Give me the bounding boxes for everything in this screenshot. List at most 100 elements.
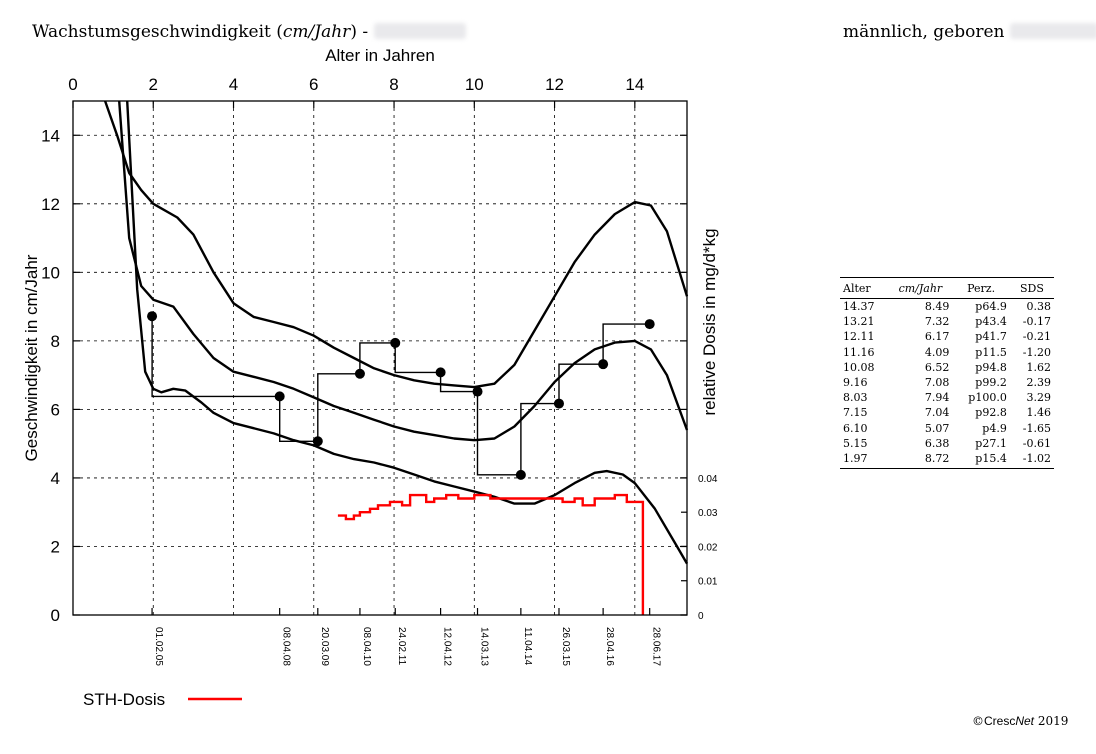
legend-label: STH-Dosis <box>83 690 165 709</box>
measured-point <box>598 359 609 370</box>
table-row: 11.16 4.09 p11.5 -1.20 <box>840 345 1054 360</box>
measured-point <box>472 386 483 397</box>
cell-perz: p11.5 <box>975 345 1007 359</box>
cell-cm-jahr: 8.72 <box>888 451 953 470</box>
cell-cm-jahr: 5.07 <box>924 421 950 435</box>
velocity-step <box>602 323 650 365</box>
cell-sds: 1.62 <box>1026 360 1052 374</box>
measured-point <box>354 368 365 379</box>
measured-point <box>644 319 655 330</box>
y-tick-label: 14 <box>41 126 60 145</box>
measured-point <box>553 398 564 409</box>
velocity-step <box>317 373 360 442</box>
y-tick-label: 6 <box>51 400 60 419</box>
chart-header-title: Wachstumsgeschwindigkeit (cm/Jahr) - <box>32 22 466 42</box>
measured-point <box>147 311 158 322</box>
measured-point <box>515 469 526 480</box>
x-axis-label: Alter in Jahren <box>325 46 435 65</box>
cell-perz: p100.0 <box>968 391 1007 405</box>
cell-alter: 6.10 <box>843 421 868 435</box>
cell-perz: p99.2 <box>975 376 1007 390</box>
y-tick-label: 12 <box>41 195 60 214</box>
redacted-birthdate <box>1009 23 1096 39</box>
velocity-step <box>151 316 280 398</box>
col-perz: Perz. <box>952 277 1010 299</box>
redacted-name <box>373 23 466 39</box>
x-tick-label: 14 <box>625 75 644 94</box>
cell-alter: 5.15 <box>843 436 868 450</box>
cell-cm-jahr: 4.09 <box>924 345 950 359</box>
cell-cm-jahr: 7.08 <box>924 376 950 390</box>
measurement-table: Alter cm/Jahr Perz. SDS 14.37 8.49 p64.9 0.… <box>840 277 1054 470</box>
table-row: 9.16 7.08 p99.2 2.39 <box>840 375 1054 390</box>
footer-copyright: ©CrescNet 2019 <box>972 714 1068 728</box>
velocity-step <box>439 372 478 393</box>
y-tick-label: 0 <box>51 606 60 625</box>
percentile-curve-2 <box>118 100 689 442</box>
date-tick-label: 01.02.05 <box>153 627 164 666</box>
table-row: 7.15 7.04 p92.8 1.46 <box>840 405 1054 420</box>
chart-header-patient: männlich, geboren <box>843 22 1096 42</box>
measured-points <box>147 311 655 480</box>
table-row: 13.21 7.32 p43.4 -0.17 <box>840 314 1054 329</box>
cell-alter: 11.16 <box>843 345 875 359</box>
y-axis-label: Geschwindigkeit in cm/Jahr <box>22 254 41 461</box>
x-tick-label: 8 <box>389 75 398 94</box>
y2-tick-label: 0 <box>698 611 704 622</box>
cell-sds: -1.65 <box>1022 421 1051 435</box>
col-cm-jahr: cm/Jahr <box>888 277 953 299</box>
y2-axis-label: relative Dosis in mg/d*kg <box>700 228 719 415</box>
y-tick-label: 10 <box>41 263 60 282</box>
y2-tick-label: 0.03 <box>698 508 718 519</box>
cell-sds: 3.29 <box>1026 391 1052 405</box>
dose-series <box>337 493 645 615</box>
cell-alter: 7.15 <box>843 406 868 420</box>
cell-cm-jahr: 7.32 <box>924 315 950 329</box>
y-tick-label: 8 <box>51 332 60 351</box>
cell-cm-jahr: 6.38 <box>924 436 950 450</box>
measured-point <box>390 337 401 348</box>
cell-sds: -1.02 <box>1009 451 1054 470</box>
x-tick-label: 2 <box>149 75 158 94</box>
cell-sds: 1.46 <box>1026 406 1052 420</box>
cell-perz: p27.1 <box>975 436 1007 450</box>
x-tick-label: 10 <box>465 75 484 94</box>
percentile-curve-1 <box>103 100 689 389</box>
x-tick-label: 0 <box>68 75 77 94</box>
date-tick-label: 14.03.13 <box>479 627 490 666</box>
date-tick-label: 11.04.14 <box>522 627 533 666</box>
cell-sds: -1.20 <box>1022 345 1051 359</box>
measured-point <box>435 367 446 378</box>
cell-sds: -0.17 <box>1022 315 1051 329</box>
date-tick-label: 08.04.10 <box>361 627 372 666</box>
cell-perz: p4.9 <box>982 421 1007 435</box>
y2-tick-label: 0.04 <box>698 474 718 485</box>
grid <box>73 101 687 615</box>
y2-tick-label: 0.01 <box>698 577 718 588</box>
date-tick-label: 26.03.15 <box>560 627 571 666</box>
cell-perz: p15.4 <box>952 451 1010 470</box>
date-tick-label: 24.02.11 <box>396 627 407 666</box>
cell-alter: 8.03 <box>843 391 868 405</box>
percentile-curves <box>103 100 689 565</box>
table-row: 8.03 7.94 p100.0 3.29 <box>840 390 1054 405</box>
table-row: 10.08 6.52 p94.8 1.62 <box>840 360 1054 375</box>
table-row: 14.37 8.49 p64.9 0.38 <box>840 299 1054 315</box>
cell-cm-jahr: 7.94 <box>924 391 950 405</box>
x-tick-label: 12 <box>545 75 564 94</box>
date-tick-label: 08.04.08 <box>281 627 292 666</box>
title-text: Wachstumsgeschwindigkeit ( <box>32 22 283 42</box>
cell-perz: p94.8 <box>975 360 1007 374</box>
brand-text: Cresc <box>984 714 1016 728</box>
sex-born-text: männlich, geboren <box>843 22 1005 42</box>
cell-sds: -0.61 <box>1022 436 1051 450</box>
y-tick-label: 2 <box>51 537 60 556</box>
date-tick-label: 12.04.12 <box>442 627 453 666</box>
cell-alter: 13.21 <box>843 315 875 329</box>
x-tick-label: 6 <box>309 75 318 94</box>
velocity-step <box>520 402 559 475</box>
cell-perz: p43.4 <box>975 315 1007 329</box>
cell-cm-jahr: 7.04 <box>924 406 950 420</box>
cell-sds: 2.39 <box>1026 376 1052 390</box>
copyright-symbol: © <box>972 714 984 728</box>
